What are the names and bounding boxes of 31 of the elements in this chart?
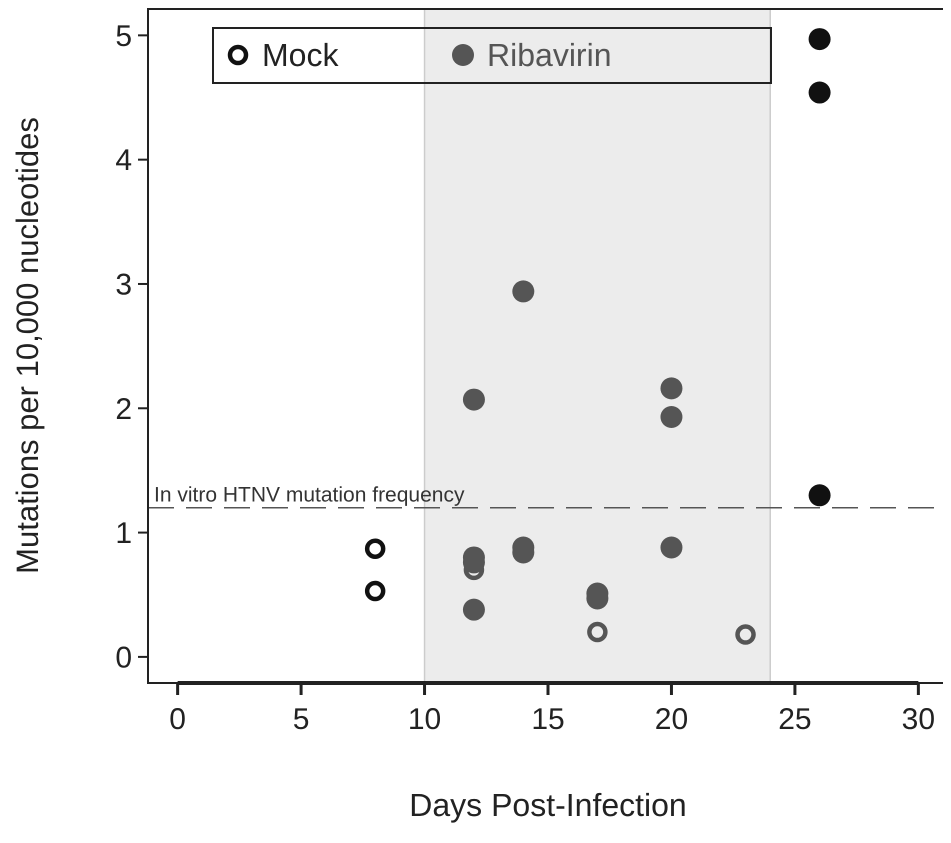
point: [462, 388, 485, 411]
point: [587, 622, 608, 642]
point: [808, 28, 831, 50]
point: [808, 484, 831, 506]
y-tick-label: 3: [115, 268, 132, 302]
x-tick-label: 15: [531, 703, 565, 736]
x-tick-label: 5: [292, 703, 310, 736]
y-tick-label: 2: [115, 392, 132, 426]
point: [808, 82, 831, 104]
y-axis-title: Mutations per 10,000 nucleotides: [10, 117, 45, 574]
y-tick-label: 1: [115, 517, 132, 550]
point: [660, 406, 682, 428]
point: [660, 536, 682, 559]
x-axis-title: Days Post-Infection: [409, 787, 687, 823]
x-tick-label: 10: [408, 703, 442, 736]
ref-line-label: In vitro HTNV mutation frequency: [154, 484, 465, 507]
point: [364, 538, 386, 559]
x-tick-label: 20: [654, 703, 688, 736]
legend-label: Ribavirin: [487, 37, 612, 74]
x-tick-label: 25: [778, 703, 812, 736]
point: [735, 624, 756, 645]
legend-label: Mock: [262, 37, 340, 74]
x-tick-label: 0: [169, 703, 186, 736]
point: [660, 377, 682, 400]
point: [512, 280, 534, 302]
x-tick-label: 30: [902, 703, 936, 736]
point: [364, 580, 386, 602]
y-tick-label: 5: [115, 20, 132, 53]
y-tick-label: 0: [115, 641, 132, 674]
y-tick-label: 4: [115, 144, 132, 178]
point: [462, 598, 485, 621]
